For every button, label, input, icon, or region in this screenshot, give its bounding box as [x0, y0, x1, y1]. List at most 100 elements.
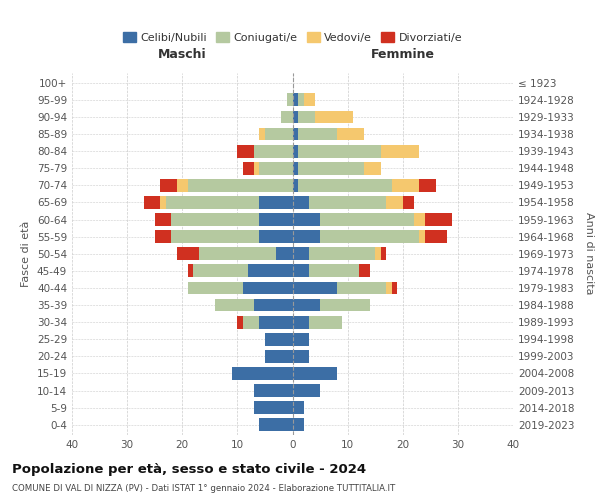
Bar [259, 316, 293, 328]
Bar [293, 367, 337, 380]
Bar [160, 196, 166, 209]
Bar [304, 94, 314, 106]
Bar [403, 196, 414, 209]
Bar [293, 333, 309, 345]
Bar [392, 179, 419, 192]
Bar [238, 316, 243, 328]
Bar [386, 282, 392, 294]
Bar [293, 94, 298, 106]
Bar [193, 264, 248, 278]
Bar [166, 196, 259, 209]
Text: Maschi: Maschi [158, 48, 206, 60]
Bar [254, 384, 293, 397]
Bar [375, 248, 381, 260]
Bar [243, 282, 293, 294]
Text: Femmine: Femmine [371, 48, 435, 60]
Bar [232, 367, 293, 380]
Bar [414, 213, 425, 226]
Bar [419, 179, 436, 192]
Bar [320, 230, 419, 243]
Bar [381, 144, 419, 158]
Bar [265, 128, 293, 140]
Bar [188, 179, 293, 192]
Bar [364, 162, 381, 174]
Bar [259, 213, 293, 226]
Bar [298, 110, 314, 124]
Bar [293, 230, 320, 243]
Bar [293, 282, 337, 294]
Bar [425, 230, 447, 243]
Bar [293, 264, 309, 278]
Bar [155, 230, 171, 243]
Bar [248, 264, 293, 278]
Bar [386, 196, 403, 209]
Bar [293, 162, 298, 174]
Bar [359, 264, 370, 278]
Bar [293, 144, 298, 158]
Bar [259, 162, 293, 174]
Bar [177, 248, 199, 260]
Bar [293, 213, 320, 226]
Bar [320, 298, 370, 312]
Bar [238, 144, 254, 158]
Bar [155, 213, 171, 226]
Bar [215, 298, 254, 312]
Bar [337, 128, 364, 140]
Bar [276, 248, 293, 260]
Bar [309, 248, 375, 260]
Bar [254, 162, 259, 174]
Bar [265, 350, 293, 363]
Bar [293, 316, 309, 328]
Bar [265, 333, 293, 345]
Bar [419, 230, 425, 243]
Bar [259, 196, 293, 209]
Bar [293, 418, 304, 431]
Bar [177, 179, 188, 192]
Bar [298, 179, 392, 192]
Bar [281, 110, 293, 124]
Bar [287, 94, 293, 106]
Bar [293, 384, 320, 397]
Bar [309, 316, 342, 328]
Bar [293, 179, 298, 192]
Bar [309, 196, 386, 209]
Bar [293, 128, 298, 140]
Bar [243, 162, 254, 174]
Bar [337, 282, 386, 294]
Bar [298, 128, 337, 140]
Bar [293, 196, 309, 209]
Bar [254, 144, 293, 158]
Bar [254, 401, 293, 414]
Text: COMUNE DI VAL DI NIZZA (PV) - Dati ISTAT 1° gennaio 2024 - Elaborazione TUTTITAL: COMUNE DI VAL DI NIZZA (PV) - Dati ISTAT… [12, 484, 395, 493]
Y-axis label: Fasce di età: Fasce di età [22, 220, 31, 287]
Bar [243, 316, 259, 328]
Bar [293, 248, 309, 260]
Bar [171, 230, 259, 243]
Bar [314, 110, 353, 124]
Bar [392, 282, 397, 294]
Bar [381, 248, 386, 260]
Bar [259, 230, 293, 243]
Bar [143, 196, 160, 209]
Bar [293, 298, 320, 312]
Bar [320, 213, 414, 226]
Legend: Celibi/Nubili, Coniugati/e, Vedovi/e, Divorziati/e: Celibi/Nubili, Coniugati/e, Vedovi/e, Di… [118, 28, 467, 47]
Y-axis label: Anni di nascita: Anni di nascita [584, 212, 594, 295]
Bar [188, 282, 243, 294]
Bar [171, 213, 259, 226]
Bar [298, 144, 381, 158]
Bar [160, 179, 177, 192]
Bar [298, 162, 364, 174]
Bar [259, 418, 293, 431]
Bar [293, 350, 309, 363]
Bar [425, 213, 452, 226]
Text: Popolazione per età, sesso e stato civile - 2024: Popolazione per età, sesso e stato civil… [12, 462, 366, 475]
Bar [259, 128, 265, 140]
Bar [309, 264, 359, 278]
Bar [293, 401, 304, 414]
Bar [254, 298, 293, 312]
Bar [293, 110, 298, 124]
Bar [298, 94, 304, 106]
Bar [199, 248, 276, 260]
Bar [188, 264, 193, 278]
